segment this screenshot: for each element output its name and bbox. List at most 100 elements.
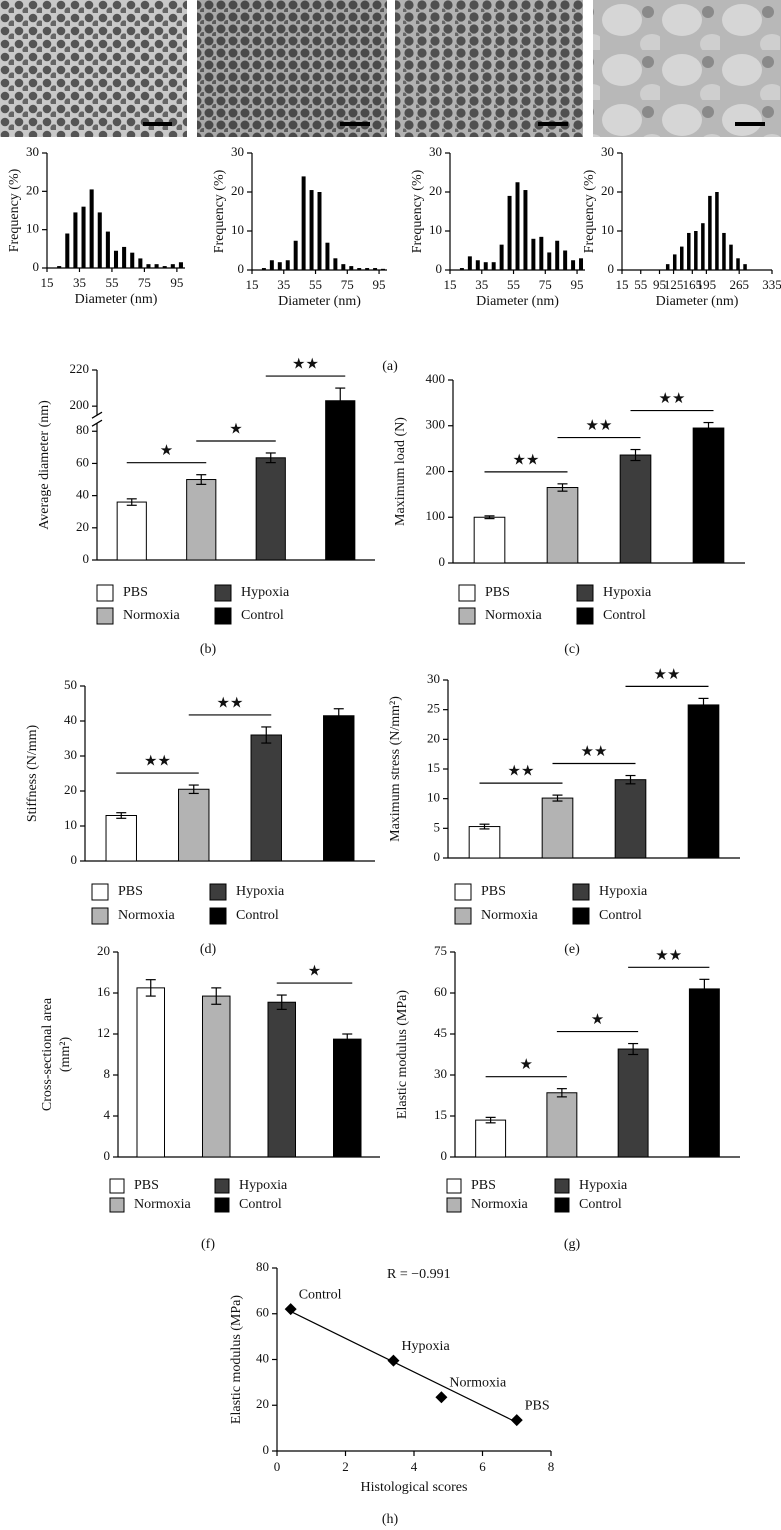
panel-label: (d) <box>200 942 217 957</box>
y-axis-label: Elastic modulus (MPa) <box>395 990 410 1119</box>
legend-label: PBS <box>471 1178 496 1193</box>
y-tick-label: 0 <box>439 554 446 569</box>
y-tick-label: 80 <box>76 422 89 437</box>
bar <box>617 1048 649 1158</box>
y-tick-label: 20 <box>231 183 244 198</box>
trendline <box>290 1310 518 1423</box>
tem-image <box>395 0 583 137</box>
y-tick-label: 30 <box>429 144 442 159</box>
bar <box>546 1092 578 1158</box>
y-axis-label: Frequency (%) <box>7 168 22 252</box>
legend-swatch <box>454 883 472 901</box>
y-axis-label: Elastic modulus (MPa) <box>229 1295 244 1424</box>
bar <box>105 815 137 862</box>
histogram-bar <box>269 260 274 270</box>
significance-label: ★★ <box>654 667 681 683</box>
histogram-bar <box>579 258 584 270</box>
point-label: Hypoxia <box>401 1339 450 1354</box>
legend-label: Normoxia <box>123 608 181 623</box>
legend-swatch <box>554 1178 570 1194</box>
legend-swatch <box>446 1178 462 1194</box>
y-tick-label: 20 <box>601 183 614 198</box>
tem-image <box>197 0 387 137</box>
histogram-bar <box>680 246 684 270</box>
bar <box>325 400 356 561</box>
y-tick-label: 40 <box>76 487 89 502</box>
legend-swatch <box>458 584 476 602</box>
y-tick-label: 0 <box>434 849 441 864</box>
bar <box>332 1038 362 1158</box>
y-axis-label: Frequency (%) <box>410 169 425 253</box>
significance-label: ★★ <box>508 764 535 780</box>
tem-image <box>593 0 781 137</box>
panel-label: (h) <box>382 1512 399 1527</box>
bar <box>619 454 652 564</box>
significance-label: ★ <box>520 1057 533 1073</box>
x-tick-label: 0 <box>274 1459 281 1474</box>
bar <box>255 457 286 561</box>
legend-swatch <box>458 607 476 625</box>
histogram-bar <box>687 232 691 270</box>
y-tick-label: 8 <box>104 1066 111 1081</box>
histogram-bar <box>694 231 698 270</box>
significance-label: ★ <box>591 1012 604 1028</box>
histogram-bar <box>523 190 528 270</box>
y-tick-label: 10 <box>26 221 39 236</box>
y-tick-label: 10 <box>64 817 77 832</box>
x-axis-label: Diameter (nm) <box>278 294 361 309</box>
y-tick-label: 15 <box>427 760 440 775</box>
legend-label: Hypoxia <box>236 884 285 899</box>
panel-label: (g) <box>564 1237 581 1252</box>
legend-swatch <box>109 1197 125 1213</box>
x-tick-label: 55 <box>634 277 647 292</box>
x-tick-label: 15 <box>246 277 259 292</box>
histogram-bar <box>113 250 119 268</box>
legend-swatch <box>576 584 594 602</box>
histogram-bar <box>317 192 322 270</box>
y-tick-label: 50 <box>64 677 77 692</box>
point <box>387 1354 400 1367</box>
panel-label: (c) <box>564 642 580 657</box>
histogram-bar <box>105 231 110 268</box>
bar <box>687 704 720 859</box>
legend-label: PBS <box>134 1178 159 1193</box>
y-tick-label: 75 <box>434 943 447 958</box>
legend-swatch <box>214 607 232 625</box>
panel-label: (e) <box>564 942 580 957</box>
y-axis-label: Stiffness (N/mm) <box>25 724 40 822</box>
x-tick-label: 55 <box>507 277 520 292</box>
bar <box>614 779 647 859</box>
histogram-bar <box>146 264 151 268</box>
histogram-bar <box>178 262 183 268</box>
x-tick-label: 265 <box>729 277 749 292</box>
bar <box>541 797 574 859</box>
x-tick-label: 95 <box>653 277 666 292</box>
y-tick-label: 40 <box>64 712 77 727</box>
x-tick-label: 55 <box>105 275 118 290</box>
legend-swatch <box>214 1197 230 1213</box>
histogram-bar <box>365 268 370 270</box>
y-tick-label: 20 <box>429 183 442 198</box>
legend-swatch <box>446 1197 462 1213</box>
histogram-bar <box>722 232 726 270</box>
legend-swatch <box>554 1197 570 1213</box>
legend-swatch <box>572 907 590 925</box>
legend-label: Control <box>236 908 279 923</box>
bar <box>546 487 579 564</box>
histogram-bar <box>73 212 78 268</box>
annotation: R = −0.991 <box>387 1267 451 1282</box>
histogram-bar <box>459 268 464 270</box>
significance-label: ★★ <box>217 695 244 711</box>
bar <box>688 988 720 1158</box>
legend-label: PBS <box>481 884 506 899</box>
y-tick-label: 0 <box>238 261 245 276</box>
y-tick-label: 0 <box>441 1148 448 1163</box>
x-axis-label: Diameter (nm) <box>656 294 739 309</box>
y-axis-label: Cross-sectional area <box>40 997 55 1111</box>
y-tick-label: 30 <box>26 144 39 159</box>
point-label: PBS <box>525 1398 550 1413</box>
x-axis-label: Histological scores <box>361 1480 468 1495</box>
x-tick-label: 95 <box>571 277 584 292</box>
histogram-bar <box>715 192 719 270</box>
